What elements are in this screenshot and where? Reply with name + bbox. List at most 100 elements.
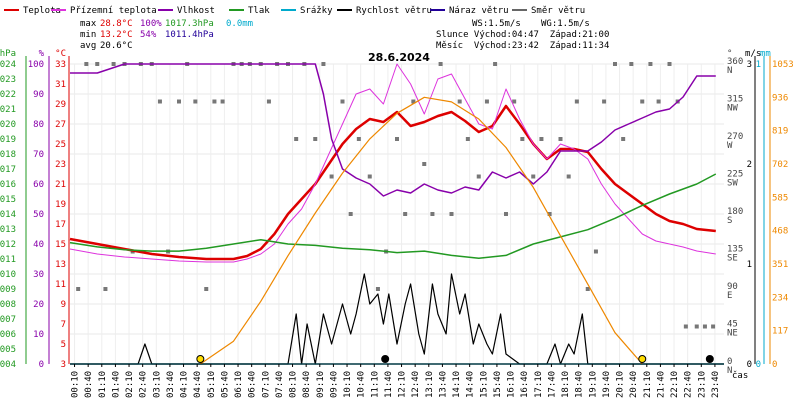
wind-speed-tick-label: 2	[747, 160, 752, 170]
wind-direction-point	[76, 287, 81, 291]
x-tick-label: 11:40	[384, 371, 394, 398]
x-tick-label: 22:10	[670, 371, 680, 398]
wind-dir-unit-label: °	[727, 49, 732, 59]
moonset-marker	[381, 355, 390, 363]
stat-max-hum: 100%	[140, 19, 162, 29]
pressure-tick-label: 1024	[0, 60, 16, 70]
wind-speed-info: WS:1.5m/s	[472, 19, 521, 29]
stat-min-temp: 13.2°C	[100, 30, 133, 40]
temperature-tick-label: 31	[55, 80, 66, 90]
legend-label: Vlhkost	[177, 6, 215, 16]
wind-direction-point	[403, 212, 408, 216]
legend-label: Přízemní teplota	[70, 6, 157, 16]
wind-dir-compass-label: N	[727, 366, 732, 376]
x-tick-label: 09:40	[329, 371, 339, 398]
solar-tick-label: 234	[772, 293, 788, 303]
stat-max-temp: 28.8°C	[100, 19, 133, 29]
wind-dir-tick-label: 360	[727, 57, 743, 67]
wind-direction-point	[157, 99, 162, 104]
wind-direction-point	[422, 162, 427, 166]
temperature-tick-label: 27	[55, 120, 66, 130]
x-tick-label: 22:40	[684, 371, 694, 398]
temperature-tick-label: 25	[55, 140, 66, 150]
wind-dir-tick-label: 225	[727, 170, 743, 180]
temperature-tick-label: 17	[55, 220, 66, 230]
wind-dir-tick-label: 90	[727, 282, 738, 292]
wind-direction-point	[640, 99, 645, 104]
wind-direction-point	[103, 287, 108, 291]
x-tick-label: 10:10	[343, 371, 353, 398]
x-tick-label: 03:40	[166, 371, 176, 398]
wind-direction-point	[602, 99, 607, 104]
wind-direction-point	[321, 62, 326, 66]
wind-direction-point	[220, 99, 225, 104]
x-tick-label: 11:10	[370, 371, 380, 398]
stat-max-label: max	[80, 19, 97, 29]
stat-min-label: min	[80, 30, 96, 40]
wind-direction-point	[613, 62, 617, 66]
chart-axes: 1004100510061007100810091010101110121013…	[0, 49, 794, 398]
x-axis-label: čas	[732, 370, 748, 381]
sunset-marker	[638, 355, 647, 363]
sunrise-marker	[196, 355, 205, 363]
wind-gust-info: WG:1.5m/s	[541, 19, 590, 29]
wind-dir-compass-label: SW	[727, 179, 738, 189]
wind-dir-compass-label: E	[727, 291, 732, 301]
x-tick-label: 16:10	[507, 371, 517, 398]
temperature-tick-label: 19	[55, 200, 66, 210]
humidity-tick-label: 100	[28, 60, 44, 70]
temperature-tick-label: 11	[55, 280, 66, 290]
solar-tick-label: 1053	[772, 60, 794, 70]
wind-direction-point	[294, 137, 299, 141]
x-tick-label: 21:40	[656, 371, 666, 398]
wind-direction-point	[356, 137, 361, 141]
chart-legend: Teplota Přízemní teplota Vlhkost Tlak Srážky…	[4, 6, 585, 16]
x-tick-label: 02:10	[125, 371, 135, 398]
wind-speed-tick-label: 1	[747, 260, 752, 270]
wind-direction-point	[204, 287, 209, 291]
wind-direction-point	[711, 324, 716, 329]
wind-direction-point	[656, 99, 661, 104]
wind-direction-point	[566, 174, 571, 179]
wind-direction-point	[177, 99, 181, 104]
legend-label: Směr větru	[531, 6, 585, 16]
x-tick-label: 00:10	[71, 371, 81, 398]
legend-label: Náraz větru	[449, 6, 509, 16]
stat-max-press: 1017.3hPa	[165, 19, 214, 29]
wind-dir-compass-label: NE	[727, 329, 738, 339]
x-tick-label: 13:10	[425, 371, 435, 398]
wind-direction-point	[449, 212, 454, 216]
wind-direction-point	[593, 249, 598, 254]
wind-dir-tick-label: 0	[727, 357, 732, 367]
wind-direction-point	[683, 324, 688, 329]
x-tick-label: 04:40	[193, 371, 203, 398]
solar-tick-label: 585	[772, 193, 788, 203]
humidity-tick-label: 60	[33, 180, 44, 190]
plot-area	[69, 62, 724, 365]
x-tick-label: 05:10	[207, 371, 217, 398]
x-tick-label: 09:10	[316, 371, 326, 398]
wind-dir-compass-label: SE	[727, 254, 738, 264]
x-tick-label: 18:40	[575, 371, 585, 398]
chart-title: 28.6.2024	[368, 51, 430, 64]
humidity-tick-label: 10	[33, 330, 44, 340]
solar-tick-label: 702	[772, 160, 788, 170]
wind-direction-point	[395, 137, 399, 141]
wind-direction-point	[512, 99, 517, 104]
temperature-tick-label: 3	[61, 360, 66, 370]
wind-dir-compass-label: NW	[727, 104, 738, 114]
x-tick-label: 07:40	[275, 371, 285, 398]
x-tick-label: 08:10	[289, 371, 299, 398]
wind-direction-point	[648, 62, 653, 66]
wind-direction-point	[539, 137, 544, 141]
